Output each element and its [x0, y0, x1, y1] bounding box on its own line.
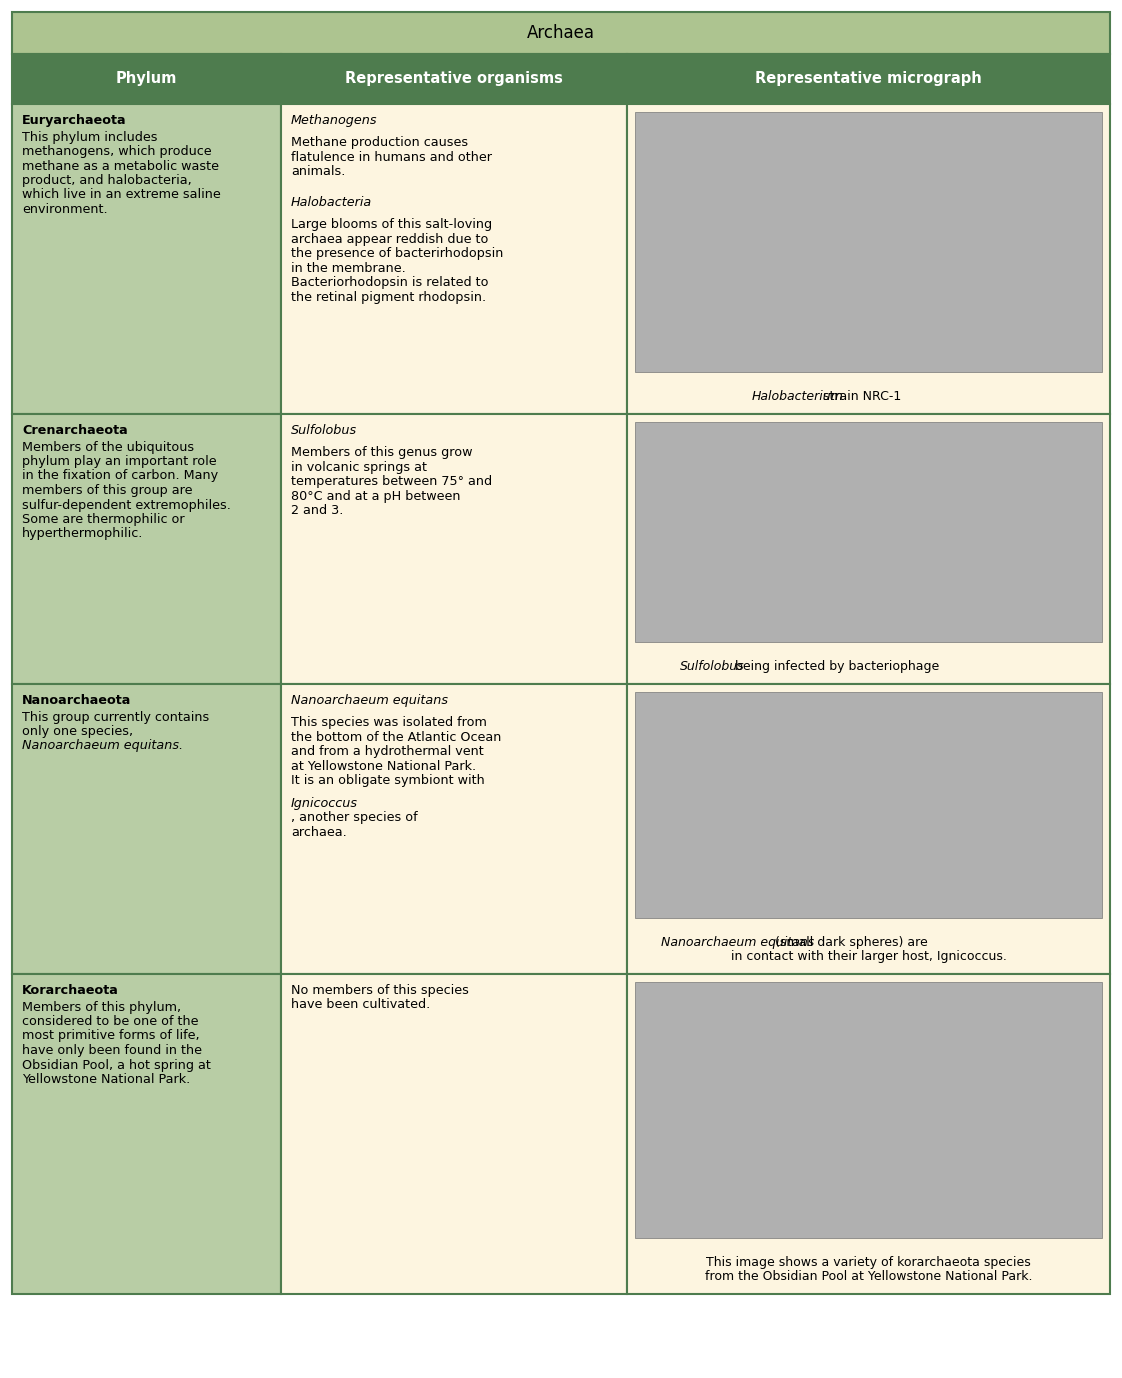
- Text: environment.: environment.: [22, 203, 108, 216]
- Text: 2 and 3.: 2 and 3.: [291, 504, 343, 518]
- Text: which live in an extreme saline: which live in an extreme saline: [22, 189, 221, 201]
- Text: Korarchaeota: Korarchaeota: [22, 984, 119, 998]
- Text: hyperthermophilic.: hyperthermophilic.: [22, 528, 144, 540]
- Text: archaea appear reddish due to: archaea appear reddish due to: [291, 233, 488, 245]
- Text: considered to be one of the: considered to be one of the: [22, 1016, 199, 1028]
- Text: at Yellowstone National Park.: at Yellowstone National Park.: [291, 761, 476, 773]
- Bar: [635, 112, 1102, 372]
- Bar: [627, 54, 1110, 103]
- Text: strain NRC-1: strain NRC-1: [819, 390, 901, 402]
- Text: Archaea: Archaea: [527, 23, 595, 41]
- Text: Sulfolobus: Sulfolobus: [291, 424, 357, 437]
- Text: Nanoarchaeum equitans.: Nanoarchaeum equitans.: [22, 740, 183, 752]
- Text: Halobacteria: Halobacteria: [291, 196, 373, 209]
- Text: in contact with their larger host, Ignicoccus.: in contact with their larger host, Ignic…: [730, 949, 1006, 963]
- Text: only one species,: only one species,: [22, 725, 134, 739]
- Text: , another species of: , another species of: [291, 812, 417, 824]
- Text: No members of this species: No members of this species: [291, 984, 469, 998]
- Bar: [627, 974, 1110, 1294]
- Text: the retinal pigment rhodopsin.: the retinal pigment rhodopsin.: [291, 291, 486, 305]
- Bar: [635, 422, 1102, 642]
- Text: sulfur-dependent extremophiles.: sulfur-dependent extremophiles.: [22, 499, 231, 511]
- Text: Members of this genus grow: Members of this genus grow: [291, 446, 472, 459]
- Text: being infected by bacteriophage: being infected by bacteriophage: [732, 660, 940, 672]
- Text: It is an obligate symbiont with: It is an obligate symbiont with: [291, 774, 485, 787]
- Text: Obsidian Pool, a hot spring at: Obsidian Pool, a hot spring at: [22, 1058, 211, 1072]
- Bar: [627, 103, 1110, 413]
- Text: This species was isolated from: This species was isolated from: [291, 717, 487, 729]
- Text: Yellowstone National Park.: Yellowstone National Park.: [22, 1073, 191, 1086]
- Bar: [280, 103, 627, 413]
- Text: This phylum includes: This phylum includes: [22, 131, 157, 143]
- Text: in the membrane.: in the membrane.: [291, 262, 406, 274]
- Bar: [627, 683, 1110, 974]
- Bar: [12, 103, 280, 413]
- Text: (small dark spheres) are: (small dark spheres) are: [771, 936, 928, 949]
- Text: the bottom of the Atlantic Ocean: the bottom of the Atlantic Ocean: [291, 730, 502, 744]
- Bar: [627, 413, 1110, 683]
- Text: methanogens, which produce: methanogens, which produce: [22, 145, 212, 158]
- Bar: [12, 12, 1110, 54]
- Bar: [280, 683, 627, 974]
- Text: This group currently contains: This group currently contains: [22, 711, 209, 723]
- Bar: [12, 974, 280, 1294]
- Text: Nanoarchaeum equitans: Nanoarchaeum equitans: [291, 695, 448, 707]
- Text: Euryarchaeota: Euryarchaeota: [22, 114, 127, 127]
- Text: 80°C and at a pH between: 80°C and at a pH between: [291, 491, 460, 503]
- Text: product, and halobacteria,: product, and halobacteria,: [22, 174, 192, 187]
- Text: archaea.: archaea.: [291, 825, 347, 839]
- Text: the presence of bacterirhodopsin: the presence of bacterirhodopsin: [291, 248, 504, 260]
- Bar: [635, 983, 1102, 1237]
- Text: flatulence in humans and other: flatulence in humans and other: [291, 152, 493, 164]
- Text: from the Obsidian Pool at Yellowstone National Park.: from the Obsidian Pool at Yellowstone Na…: [705, 1271, 1032, 1283]
- Text: Sulfolobus: Sulfolobus: [680, 660, 744, 672]
- Bar: [280, 54, 627, 103]
- Bar: [280, 413, 627, 683]
- Bar: [12, 413, 280, 683]
- Text: This image shows a variety of korarchaeota species: This image shows a variety of korarchaeo…: [706, 1255, 1031, 1269]
- Text: Members of the ubiquitous: Members of the ubiquitous: [22, 441, 194, 453]
- Bar: [280, 974, 627, 1294]
- Text: Crenarchaeota: Crenarchaeota: [22, 424, 128, 437]
- Text: animals.: animals.: [291, 165, 346, 179]
- Text: Nanoarchaeota: Nanoarchaeota: [22, 695, 131, 707]
- Text: methane as a metabolic waste: methane as a metabolic waste: [22, 160, 219, 172]
- Text: have been cultivated.: have been cultivated.: [291, 999, 430, 1011]
- Text: Large blooms of this salt-loving: Large blooms of this salt-loving: [291, 218, 493, 232]
- Text: Some are thermophilic or: Some are thermophilic or: [22, 513, 185, 526]
- Text: Bacteriorhodopsin is related to: Bacteriorhodopsin is related to: [291, 277, 488, 289]
- Text: Methanogens: Methanogens: [291, 114, 377, 127]
- Text: temperatures between 75° and: temperatures between 75° and: [291, 475, 493, 488]
- Bar: [12, 683, 280, 974]
- Text: in volcanic springs at: in volcanic springs at: [291, 462, 427, 474]
- Text: Representative organisms: Representative organisms: [344, 72, 563, 87]
- Text: Ignicoccus: Ignicoccus: [291, 796, 358, 810]
- Text: Nanoarchaeum equitans: Nanoarchaeum equitans: [662, 936, 815, 949]
- Text: Representative micrograph: Representative micrograph: [755, 72, 982, 87]
- Text: Methane production causes: Methane production causes: [291, 136, 468, 149]
- Bar: [635, 692, 1102, 918]
- Text: Halobacterium: Halobacterium: [752, 390, 844, 402]
- Text: most primitive forms of life,: most primitive forms of life,: [22, 1029, 200, 1043]
- Bar: [12, 54, 280, 103]
- Text: members of this group are: members of this group are: [22, 484, 193, 497]
- Text: phylum play an important role: phylum play an important role: [22, 455, 217, 469]
- Text: and from a hydrothermal vent: and from a hydrothermal vent: [291, 745, 484, 758]
- Text: in the fixation of carbon. Many: in the fixation of carbon. Many: [22, 470, 218, 482]
- Text: Members of this phylum,: Members of this phylum,: [22, 1000, 181, 1013]
- Text: have only been found in the: have only been found in the: [22, 1045, 202, 1057]
- Text: Phylum: Phylum: [116, 72, 177, 87]
